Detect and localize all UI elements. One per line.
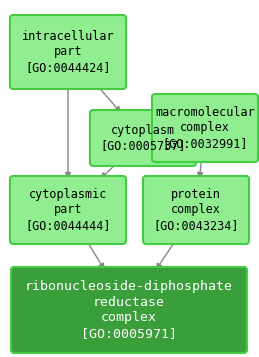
Text: macromolecular
complex
[GO:0032991]: macromolecular complex [GO:0032991] bbox=[155, 106, 255, 150]
FancyBboxPatch shape bbox=[10, 15, 126, 89]
FancyBboxPatch shape bbox=[11, 267, 247, 353]
Text: ribonucleoside-diphosphate
reductase
complex
[GO:0005971]: ribonucleoside-diphosphate reductase com… bbox=[25, 280, 233, 340]
Text: cytoplasmic
part
[GO:0044444]: cytoplasmic part [GO:0044444] bbox=[25, 188, 111, 232]
Text: protein
complex
[GO:0043234]: protein complex [GO:0043234] bbox=[153, 188, 239, 232]
Text: intracellular
part
[GO:0044424]: intracellular part [GO:0044424] bbox=[22, 30, 114, 74]
FancyBboxPatch shape bbox=[90, 110, 196, 166]
FancyBboxPatch shape bbox=[10, 176, 126, 244]
FancyBboxPatch shape bbox=[152, 94, 258, 162]
Text: cytoplasm
[GO:0005737]: cytoplasm [GO:0005737] bbox=[100, 124, 186, 152]
FancyBboxPatch shape bbox=[143, 176, 249, 244]
